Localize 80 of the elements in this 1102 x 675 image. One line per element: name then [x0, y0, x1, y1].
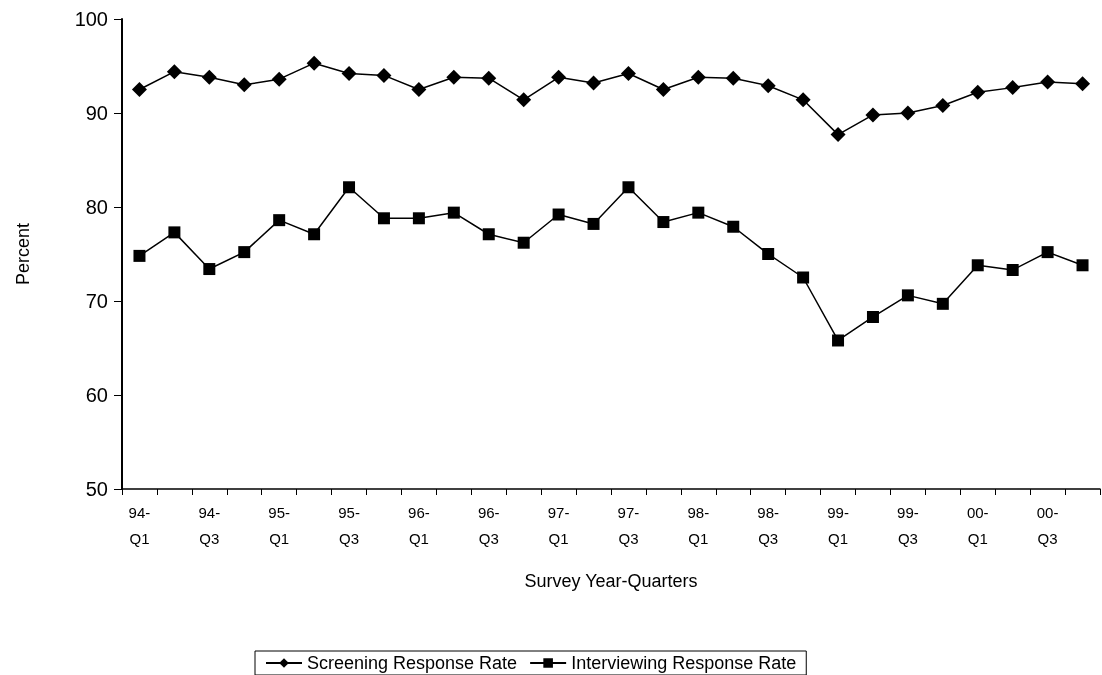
y-tick-label: 90 — [85, 102, 108, 124]
y-axis-title: Percent — [13, 222, 33, 286]
point — [692, 206, 705, 219]
point — [690, 69, 706, 85]
point — [552, 208, 565, 221]
point — [447, 206, 460, 219]
point — [971, 259, 984, 272]
point — [1041, 246, 1054, 259]
point — [900, 105, 916, 121]
point — [168, 226, 181, 239]
x-tick-label: 97- Q3 — [617, 503, 640, 547]
point — [832, 334, 845, 347]
point — [797, 271, 810, 284]
point — [901, 289, 914, 302]
point — [166, 64, 182, 80]
x-tick-label: 98- Q1 — [687, 503, 710, 547]
point — [238, 246, 251, 259]
point — [866, 310, 879, 323]
point — [203, 263, 216, 276]
point — [517, 236, 530, 249]
x-tick-label: 94- Q3 — [198, 503, 221, 547]
point — [446, 69, 462, 85]
point — [482, 228, 495, 241]
legend-label: Screening Response Rate — [307, 653, 518, 673]
x-tick-label: 00- Q1 — [966, 503, 989, 547]
point — [516, 92, 532, 108]
point — [865, 107, 881, 123]
point — [795, 92, 811, 108]
point — [412, 212, 425, 225]
point — [131, 82, 147, 97]
point — [341, 66, 357, 82]
point — [376, 67, 392, 83]
point — [760, 78, 776, 94]
x-tick-label: 96- Q1 — [408, 503, 430, 547]
x-tick-label: 99- Q3 — [897, 503, 919, 547]
x-tick-label: 98- Q3 — [757, 503, 780, 547]
point — [308, 228, 321, 241]
y-tick-label: 100 — [74, 8, 108, 30]
point — [830, 127, 846, 143]
point — [1075, 76, 1091, 92]
point — [1076, 259, 1089, 272]
point — [655, 82, 671, 97]
point — [587, 217, 600, 230]
point — [657, 216, 670, 229]
x-tick-label: 95- Q3 — [338, 503, 360, 547]
x-tick-label: 95- Q1 — [268, 503, 291, 547]
point — [481, 70, 497, 86]
point — [935, 97, 951, 113]
point — [1005, 80, 1021, 96]
y-tick-label: 60 — [85, 384, 108, 406]
x-axis-title: Survey Year-Quarters — [524, 571, 698, 591]
point — [727, 220, 740, 233]
x-tick-label: 00- Q3 — [1036, 503, 1059, 547]
point — [377, 212, 390, 225]
point — [271, 71, 287, 87]
point — [586, 75, 602, 91]
point — [343, 181, 356, 194]
point — [551, 69, 567, 85]
y-tick-label: 70 — [85, 290, 108, 312]
point — [133, 249, 146, 262]
point — [725, 70, 741, 86]
point — [1040, 74, 1056, 90]
point — [1006, 263, 1019, 276]
x-tick-label: 94- Q1 — [128, 503, 151, 547]
point — [762, 248, 775, 260]
point — [620, 66, 636, 82]
point — [306, 55, 322, 71]
point — [273, 214, 286, 227]
point — [622, 181, 635, 194]
x-tick-label: 99- Q1 — [827, 503, 849, 547]
point — [936, 297, 949, 310]
point — [201, 69, 217, 85]
point — [411, 82, 427, 97]
y-tick-label: 80 — [85, 196, 108, 218]
legend-label: Interviewing Response Rate — [571, 653, 797, 673]
y-tick-label: 50 — [85, 478, 108, 500]
x-tick-label: 97- Q1 — [547, 503, 570, 547]
point — [970, 84, 986, 100]
point — [236, 77, 252, 93]
x-tick-label: 96- Q3 — [477, 503, 500, 547]
